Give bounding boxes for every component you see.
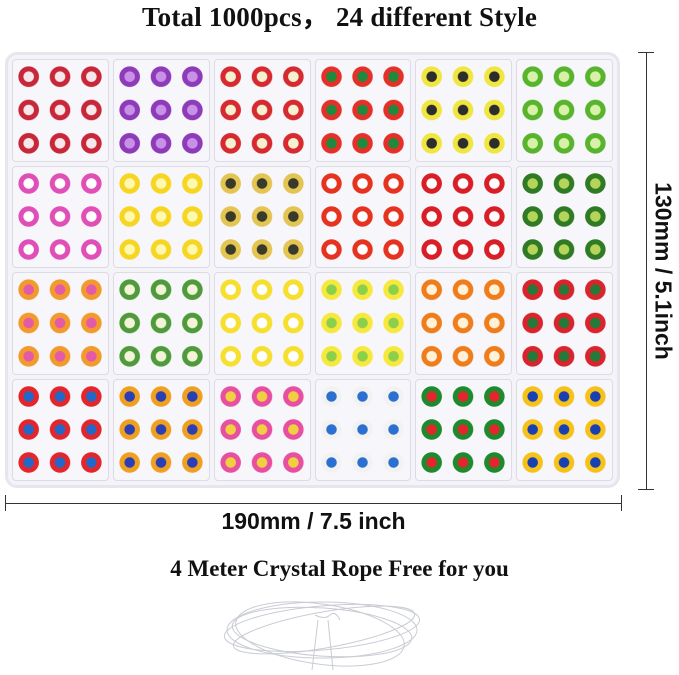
- bead-compartment: [112, 59, 210, 162]
- width-label: 190mm / 7.5 inch: [221, 508, 406, 534]
- bead-compartment: [415, 272, 513, 375]
- subtitle: 4 Meter Crystal Rope Free for you: [170, 556, 509, 581]
- bead-compartment: [516, 59, 613, 162]
- bead-compartment: [314, 59, 412, 162]
- bead-compartment: [112, 272, 210, 375]
- bead-compartment: [415, 165, 513, 268]
- bead-compartment: [314, 378, 412, 481]
- bead-compartment: [112, 378, 210, 481]
- bead-compartment: [12, 59, 109, 162]
- bead-compartment: [415, 59, 513, 162]
- bead-compartment: [314, 272, 412, 375]
- bead-compartment: [12, 378, 109, 481]
- bead-compartment: [213, 59, 311, 162]
- bead-compartment: [213, 165, 311, 268]
- bead-compartment: [314, 165, 412, 268]
- bead-compartment: [516, 165, 613, 268]
- bead-compartment: [112, 165, 210, 268]
- bead-compartment: [213, 272, 311, 375]
- bead-compartment: [516, 272, 613, 375]
- height-dimension-line: [638, 52, 654, 490]
- bead-compartment: [12, 165, 109, 268]
- title: Total 1000pcs， 24 different Style: [141, 2, 538, 32]
- bead-compartment: [415, 378, 513, 481]
- bead-compartment: [12, 272, 109, 375]
- width-dimension-line: [5, 495, 622, 511]
- bead-compartment: [213, 378, 311, 481]
- crystal-rope-image: [223, 601, 421, 671]
- bead-storage-box: [5, 52, 620, 488]
- height-label: 130mm / 5.1inch: [650, 182, 677, 360]
- bead-compartment: [516, 378, 613, 481]
